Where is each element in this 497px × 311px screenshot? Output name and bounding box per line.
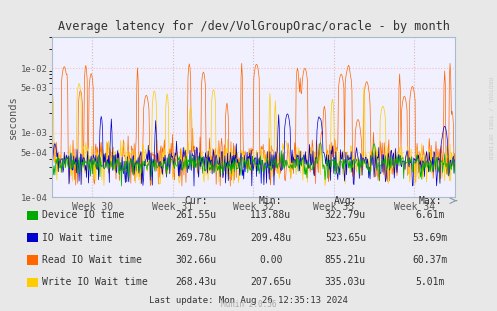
Text: RRDTOOL / TOBI OETIKER: RRDTOOL / TOBI OETIKER [487,77,492,160]
Text: 5.01m: 5.01m [415,277,445,287]
Text: 53.69m: 53.69m [413,233,447,243]
Text: Read IO Wait time: Read IO Wait time [42,255,142,265]
Text: IO Wait time: IO Wait time [42,233,113,243]
Text: 855.21u: 855.21u [325,255,366,265]
Text: Max:: Max: [418,196,442,206]
Text: 269.78u: 269.78u [176,233,217,243]
Text: 322.79u: 322.79u [325,210,366,220]
Text: 268.43u: 268.43u [176,277,217,287]
Text: 209.48u: 209.48u [250,233,291,243]
Text: 261.55u: 261.55u [176,210,217,220]
Title: Average latency for /dev/VolGroupOrac/oracle - by month: Average latency for /dev/VolGroupOrac/or… [58,21,449,33]
Text: 60.37m: 60.37m [413,255,447,265]
Text: 207.65u: 207.65u [250,277,291,287]
Text: Munin 2.0.56: Munin 2.0.56 [221,300,276,309]
Text: Cur:: Cur: [184,196,208,206]
Text: 302.66u: 302.66u [176,255,217,265]
Text: Write IO Wait time: Write IO Wait time [42,277,148,287]
Text: 0.00: 0.00 [259,255,283,265]
Y-axis label: seconds: seconds [7,95,18,139]
Text: 335.03u: 335.03u [325,277,366,287]
Text: 6.61m: 6.61m [415,210,445,220]
Text: 523.65u: 523.65u [325,233,366,243]
Text: Min:: Min: [259,196,283,206]
Text: Device IO time: Device IO time [42,210,124,220]
Text: Avg:: Avg: [333,196,357,206]
Text: Last update: Mon Aug 26 12:35:13 2024: Last update: Mon Aug 26 12:35:13 2024 [149,296,348,305]
Text: 113.88u: 113.88u [250,210,291,220]
